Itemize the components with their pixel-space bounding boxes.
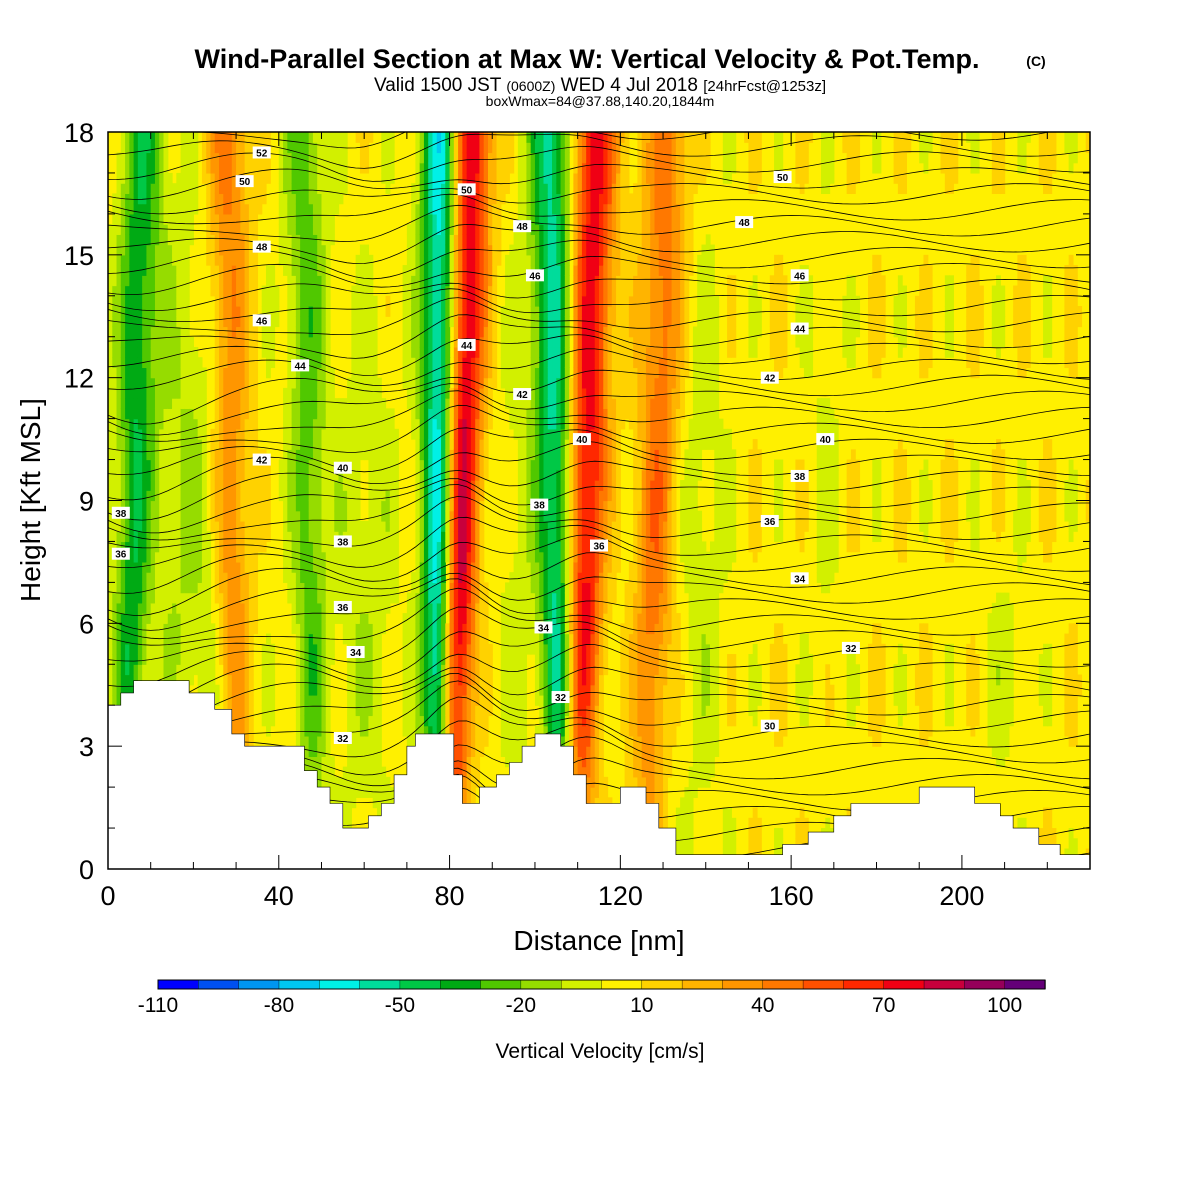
contour-label: 48 bbox=[513, 220, 532, 233]
contour-label: 40 bbox=[333, 461, 352, 475]
chart-title: Wind-Parallel Section at Max W: Vertical… bbox=[195, 44, 980, 74]
contour-label: 50 bbox=[457, 183, 476, 196]
x-tick-label: 160 bbox=[769, 881, 814, 911]
colorbar-tick-label: 70 bbox=[872, 994, 895, 1017]
contour-label: 48 bbox=[252, 240, 271, 254]
contour-label: 40 bbox=[816, 433, 835, 446]
colorbar-tick-label: 100 bbox=[987, 994, 1022, 1017]
contour-label: 46 bbox=[525, 269, 544, 282]
x-axis: 0 40 80 120 160 200 bbox=[100, 132, 1048, 911]
contour-label: 44 bbox=[790, 322, 809, 336]
colorbar-tick-label: 40 bbox=[751, 994, 774, 1017]
colorbar-swatch bbox=[560, 979, 603, 990]
colorbar-tick-label: -50 bbox=[385, 994, 415, 1017]
terrain-mask bbox=[108, 680, 1090, 869]
colorbar-swatch bbox=[722, 979, 764, 990]
colorbar-swatch bbox=[1004, 979, 1046, 990]
colorbar-tick-label: -20 bbox=[506, 994, 536, 1017]
contour-label: 36 bbox=[333, 600, 352, 614]
x-tick-label: 0 bbox=[100, 881, 115, 911]
colorbar-swatch bbox=[843, 979, 885, 990]
contour-label: 34 bbox=[790, 572, 809, 585]
colorbar-tick-label: -80 bbox=[264, 994, 294, 1017]
valid-date: WED 4 Jul 2018 bbox=[561, 75, 698, 96]
contour-label: 44 bbox=[457, 338, 476, 352]
colorbar-swatch bbox=[601, 979, 643, 990]
contour-label: 50 bbox=[235, 175, 254, 188]
colorbar-swatch bbox=[762, 979, 804, 990]
contour-label: 38 bbox=[790, 469, 809, 483]
colorbar-swatch bbox=[359, 979, 401, 990]
colorbar-swatch bbox=[964, 979, 1006, 990]
contour-label: 34 bbox=[534, 621, 553, 634]
y-tick-label: 18 bbox=[64, 118, 94, 148]
contour-label: 46 bbox=[252, 314, 271, 327]
contour-label: 36 bbox=[760, 514, 779, 528]
forecast-tag: [24hrFcst@1253z] bbox=[703, 78, 826, 95]
colorbar-swatch bbox=[520, 979, 562, 990]
box-info: boxWmax=84@37.88,140.20,1844m bbox=[486, 93, 715, 109]
contour-label: 42 bbox=[760, 371, 779, 385]
contour-label: 48 bbox=[735, 216, 754, 229]
contour-label: 38 bbox=[530, 498, 549, 512]
x-axis-label: Distance [nm] bbox=[513, 925, 684, 956]
y-tick-label: 12 bbox=[64, 364, 94, 394]
colorbar-swatch bbox=[319, 979, 361, 990]
colorbar-swatch bbox=[480, 979, 522, 990]
x-tick-label: 40 bbox=[264, 881, 294, 911]
y-tick-label: 0 bbox=[79, 855, 94, 885]
contour-label: 50 bbox=[773, 171, 792, 184]
colorbar-label: Vertical Velocity [cm/s] bbox=[496, 1040, 705, 1063]
colorbar-swatch bbox=[641, 979, 683, 990]
colorbar-swatch bbox=[923, 979, 966, 990]
colorbar-swatch bbox=[681, 979, 724, 990]
colorbar-swatch bbox=[278, 979, 320, 990]
colorbar: -110 -80 -50 -20 10 40 70 100 bbox=[138, 979, 1046, 1017]
valid-utc: (0600Z) bbox=[506, 78, 555, 94]
colorbar-swatch bbox=[399, 979, 441, 990]
contour-label: 40 bbox=[572, 433, 591, 446]
colorbar-swatch bbox=[238, 979, 280, 990]
contour-label: 42 bbox=[513, 388, 532, 401]
colorbar-swatch bbox=[883, 979, 925, 990]
colorbar-tick-label: 10 bbox=[630, 994, 653, 1017]
copyright-mark: (C) bbox=[1026, 53, 1045, 69]
contour-label: 38 bbox=[111, 506, 130, 520]
contour-label: 52 bbox=[252, 146, 271, 159]
contour-label: 30 bbox=[760, 719, 779, 733]
y-tick-label: 15 bbox=[64, 241, 94, 271]
x-tick-label: 120 bbox=[598, 881, 643, 911]
valid-prefix: Valid 1500 JST bbox=[374, 75, 502, 96]
contour-label: 34 bbox=[346, 645, 365, 659]
colorbar-swatch bbox=[802, 979, 845, 990]
contour-label: 32 bbox=[841, 641, 860, 655]
theta-contour-labels: 52 50 50 50 48 48 48 46 46 46 44 44 44 42 42 42 40 40 40 38… bbox=[111, 146, 860, 745]
contour-label: 36 bbox=[111, 547, 130, 561]
colorbar-swatch bbox=[157, 979, 200, 990]
plot-area: 52 50 50 50 48 48 48 46 46 46 44 44 44 42 42 42 40 40 40 38… bbox=[108, 132, 1090, 869]
contour-label: 42 bbox=[252, 453, 271, 467]
y-tick-label: 3 bbox=[79, 732, 94, 762]
velocity-field bbox=[108, 132, 1090, 869]
x-tick-label: 80 bbox=[435, 881, 465, 911]
contour-label: 32 bbox=[333, 731, 352, 745]
colorbar-tick-label: -110 bbox=[138, 994, 178, 1017]
contour-label: 36 bbox=[590, 539, 608, 553]
contour-label: 32 bbox=[551, 691, 570, 704]
contour-label: 38 bbox=[333, 535, 352, 548]
contour-label: 44 bbox=[291, 359, 310, 372]
colorbar-swatch bbox=[198, 979, 240, 990]
contour-label: 46 bbox=[790, 269, 809, 282]
y-tick-label: 9 bbox=[79, 487, 94, 517]
y-axis-label: Height [Kft MSL] bbox=[15, 398, 46, 602]
y-tick-label: 6 bbox=[79, 609, 94, 639]
x-tick-label: 200 bbox=[939, 881, 984, 911]
valid-time-line: Valid 1500 JST (0600Z) WED 4 Jul 2018 [2… bbox=[374, 75, 826, 96]
colorbar-swatch bbox=[440, 979, 482, 990]
